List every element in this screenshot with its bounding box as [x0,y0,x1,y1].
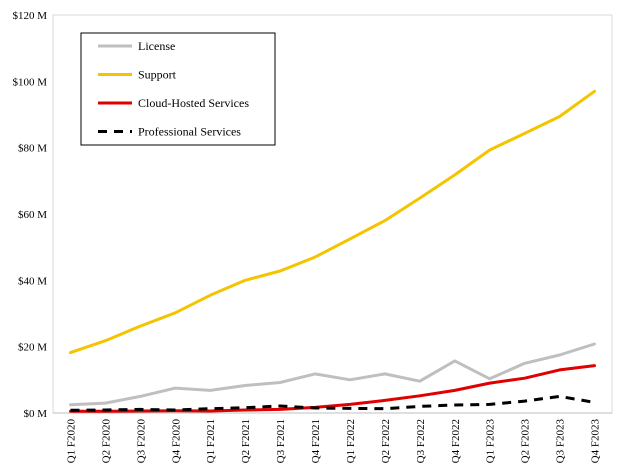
legend-label: Cloud-Hosted Services [138,96,249,110]
x-tick-label: Q1 F2021 [205,419,217,463]
y-tick-label: $0 M [23,408,47,420]
x-tick-label: Q1 F2020 [65,419,77,464]
legend: License Support Cloud-Hosted Services Profe… [80,32,276,146]
series-line-professional-services [70,394,595,412]
y-tick-label: $100 M [12,76,47,88]
y-tick-label: $20 M [18,342,47,354]
x-tick-label: Q2 F2023 [520,419,532,464]
x-tick-label: Q2 F2021 [240,419,252,463]
y-tick-label: $120 M [12,10,47,22]
x-tick-label: Q2 F2022 [380,419,392,463]
legend-box [80,32,276,146]
legend-label: Support [138,68,177,82]
series-line-license [69,342,596,407]
x-tick-label: Q4 F2023 [590,419,602,464]
x-tick-label: Q4 F2020 [170,419,182,464]
x-tick-label: Q1 F2022 [345,419,357,463]
x-tick-label: Q2 F2020 [100,419,112,464]
y-tick-label: $80 M [18,143,47,155]
x-tick-label: Q4 F2022 [450,419,462,463]
y-tick-label: $40 M [18,275,47,287]
x-tick-label: Q3 F2020 [135,419,147,464]
x-tick-label: Q4 F2021 [310,419,322,463]
y-tick-label: $60 M [18,209,47,221]
legend-label: Professional Services [138,125,241,139]
legend-label: License [138,39,175,53]
series-line-support [69,89,596,355]
x-tick-label: Q1 F2023 [485,419,497,464]
x-tick-label: Q3 F2023 [555,419,567,464]
axes-layer: $0 M $20 M $40 M $60 M $80 M $100 M $120 M Q1 F… [12,10,613,464]
series-line-cloud-hosted-services [69,364,596,413]
x-tick-label: Q3 F2021 [275,419,287,463]
x-tick-label: Q3 F2022 [415,419,427,463]
series-layer [69,89,596,413]
